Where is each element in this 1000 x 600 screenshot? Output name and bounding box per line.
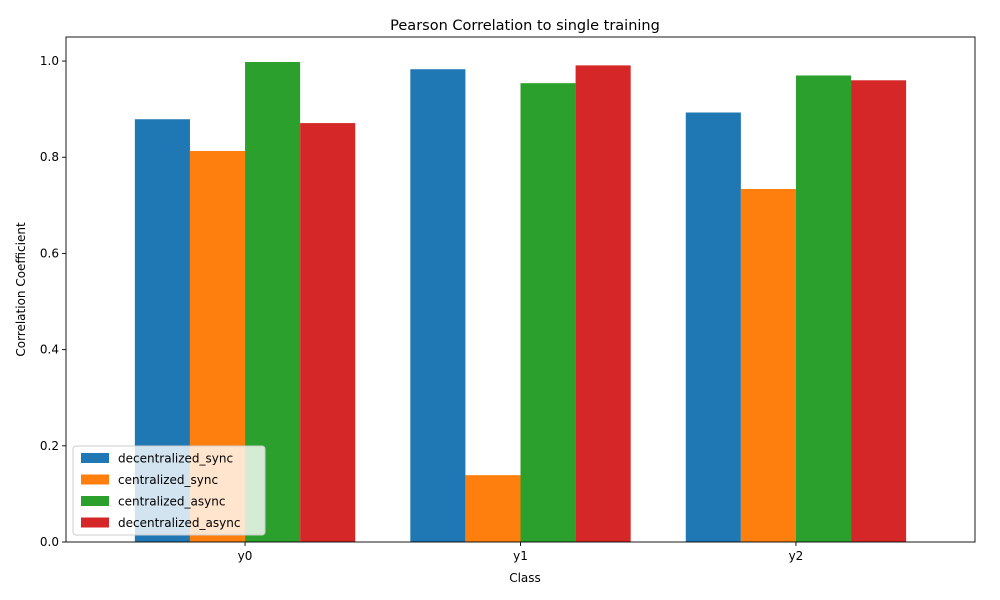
x-axis-title: Class — [509, 571, 541, 585]
bars-group — [134, 62, 907, 543]
y-tick-label: 0.8 — [40, 150, 59, 164]
y-tick-label: 0.6 — [40, 246, 59, 260]
bar-centralized_sync-y2 — [740, 188, 796, 542]
bar-centralized_sync-y1 — [465, 475, 521, 542]
legend-label-centralized_sync: centralized_sync — [118, 473, 218, 487]
legend-label-decentralized_sync: decentralized_sync — [118, 452, 233, 466]
x-axis: y0 y1 y2 — [238, 542, 804, 563]
legend-swatch-decentralized_async — [81, 517, 109, 528]
y-tick-label: 0.2 — [40, 439, 59, 453]
legend-label-decentralized_async: decentralized_async — [118, 516, 240, 530]
bar-decentralized_async-y2 — [851, 80, 907, 543]
legend-swatch-centralized_async — [81, 496, 109, 506]
bar-decentralized_async-y1 — [575, 65, 631, 542]
bar-decentralized_sync-y2 — [685, 112, 741, 542]
x-tick-label: y0 — [238, 549, 253, 563]
bar-centralized_async-y1 — [520, 83, 576, 543]
legend-swatch-decentralized_sync — [81, 453, 109, 463]
legend: decentralized_sync centralized_synccentra… — [72, 445, 266, 536]
y-tick-label: 1.0 — [40, 54, 59, 68]
chart-title: Pearson Correlation to single training — [390, 18, 660, 34]
y-tick-label: 0.0 — [40, 535, 59, 549]
y-axis-title: Correlation Coefficient — [14, 222, 28, 357]
bar-decentralized_sync-y1 — [410, 69, 466, 542]
bar-centralized_async-y2 — [795, 75, 852, 542]
x-tick-label: y1 — [513, 549, 528, 563]
legend-label-centralized_async: centralized_async — [118, 495, 225, 509]
y-axis: 0.0 0.2 0.4 0.6 0.8 1.0 — [40, 54, 66, 549]
legend-box — [72, 445, 266, 536]
bar-decentralized_async-y0 — [300, 123, 356, 542]
x-tick-label: y2 — [789, 549, 804, 563]
y-tick-label: 0.4 — [40, 343, 59, 357]
legend-swatch-centralized_sync — [81, 474, 109, 485]
